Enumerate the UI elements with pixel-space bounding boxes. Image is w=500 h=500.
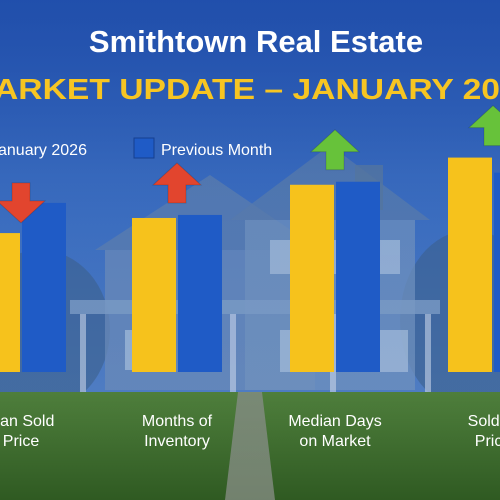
legend-previous-swatch bbox=[133, 137, 155, 159]
trend-arrows bbox=[0, 104, 500, 224]
trend-arrow-down-icon-0 bbox=[0, 182, 47, 224]
legend-current-label: anuary 2026 bbox=[0, 142, 87, 159]
trend-arrow-up-icon-2 bbox=[309, 129, 361, 171]
category-label-3: Sold-toPrice bbox=[468, 413, 500, 450]
bar-previous-0 bbox=[22, 202, 66, 372]
legend-previous-label: Previous Month bbox=[161, 142, 272, 159]
trend-arrow-up-icon-1 bbox=[151, 162, 203, 204]
category-label-1: Months of Inventory bbox=[142, 413, 213, 450]
bar-current-3 bbox=[448, 157, 492, 372]
category-label-2: Median Days on Market bbox=[288, 413, 381, 450]
bar-previous-2 bbox=[336, 181, 380, 372]
plot-area bbox=[0, 157, 500, 372]
bar-current-2 bbox=[290, 184, 334, 372]
trend-arrow-up-icon-3 bbox=[467, 104, 500, 147]
bar-current-0 bbox=[0, 233, 20, 372]
legend: anuary 2026 Previous Month bbox=[0, 137, 272, 159]
bar-previous-3 bbox=[494, 172, 500, 372]
bar-current-1 bbox=[132, 217, 176, 372]
page-subtitle: ARKET UPDATE – JANUARY 20 bbox=[0, 74, 500, 106]
bar-previous-1 bbox=[178, 214, 222, 372]
page-title: Smithtown Real Estate bbox=[89, 24, 423, 59]
